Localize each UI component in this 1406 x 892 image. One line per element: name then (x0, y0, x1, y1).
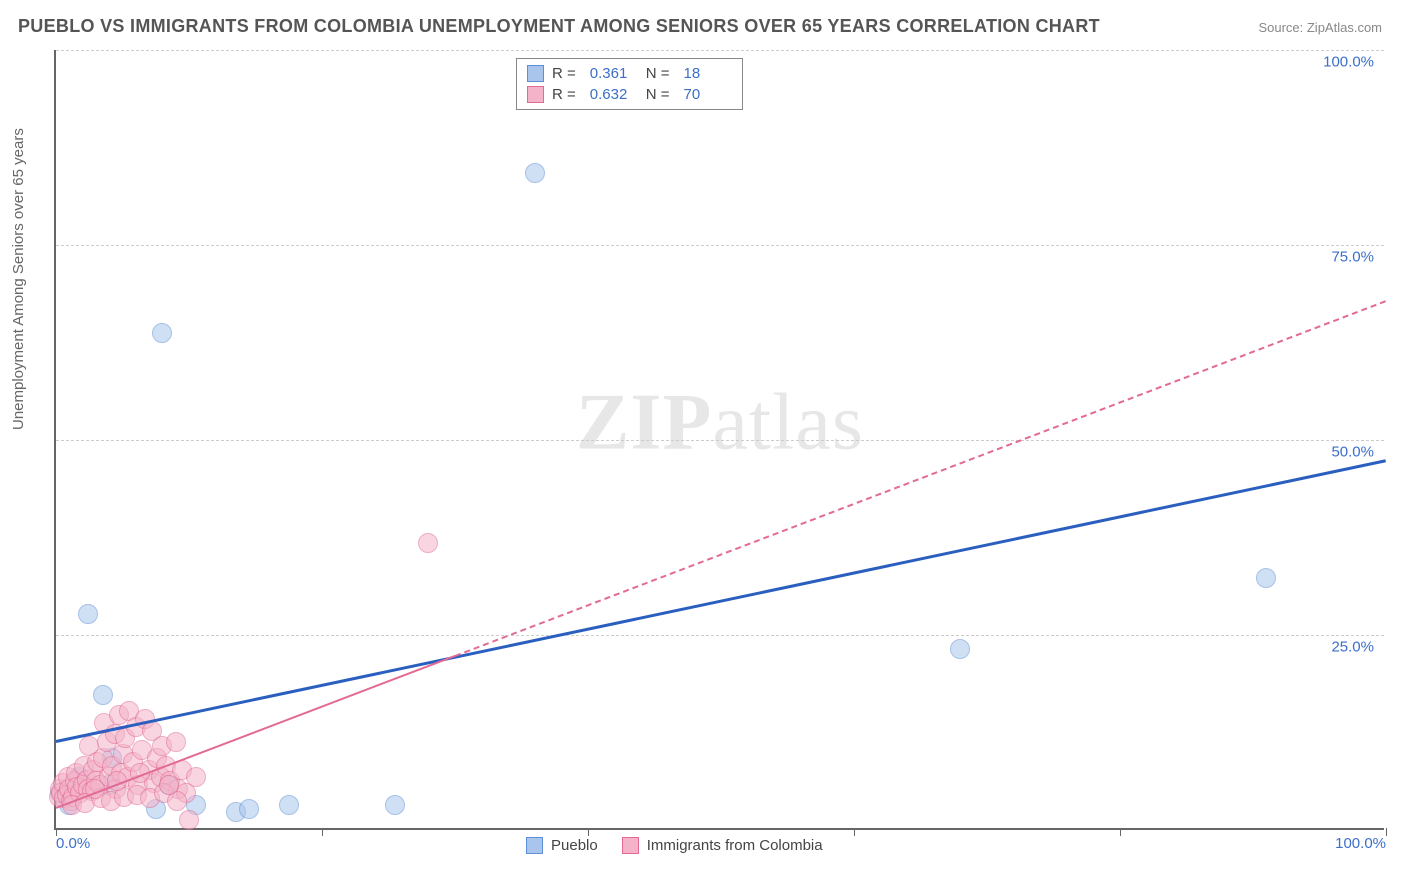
data-point (93, 685, 113, 705)
data-point (385, 795, 405, 815)
gridline (56, 245, 1384, 246)
data-point (78, 604, 98, 624)
swatch-icon (527, 65, 544, 82)
data-point (279, 795, 299, 815)
watermark: ZIPatlas (576, 378, 864, 469)
gridline (56, 440, 1384, 441)
y-tick-label: 100.0% (1323, 54, 1374, 71)
x-tick-label: 0.0% (56, 835, 90, 852)
legend-item: Pueblo (526, 837, 598, 854)
data-point (950, 639, 970, 659)
x-tick (854, 828, 855, 836)
data-point (239, 799, 259, 819)
data-point (179, 810, 199, 830)
gridline (56, 635, 1384, 636)
x-tick (1386, 828, 1387, 836)
y-tick-label: 75.0% (1331, 249, 1374, 266)
y-tick-label: 50.0% (1331, 444, 1374, 461)
correlation-stats-box: R =0.361N =18R =0.632N =70 (516, 58, 743, 110)
trend-line (56, 460, 1387, 744)
y-tick-label: 25.0% (1331, 639, 1374, 656)
stats-row: R =0.361N =18 (527, 63, 732, 84)
swatch-icon (622, 837, 639, 854)
swatch-icon (526, 837, 543, 854)
x-tick (1120, 828, 1121, 836)
legend-item: Immigrants from Colombia (622, 837, 823, 854)
stats-row: R =0.632N =70 (527, 84, 732, 105)
scatter-plot: ZIPatlas R =0.361N =18R =0.632N =70 Pueb… (54, 50, 1384, 830)
trend-line-dashed (455, 300, 1387, 657)
chart-title: PUEBLO VS IMMIGRANTS FROM COLOMBIA UNEMP… (18, 16, 1100, 37)
series-legend: Pueblo Immigrants from Colombia (526, 837, 823, 854)
swatch-icon (527, 86, 544, 103)
data-point (1256, 568, 1276, 588)
data-point (186, 767, 206, 787)
data-point (159, 775, 179, 795)
x-tick (322, 828, 323, 836)
x-tick (588, 828, 589, 836)
y-axis-label: Unemployment Among Seniors over 65 years (10, 128, 27, 430)
data-point (525, 163, 545, 183)
data-point (152, 323, 172, 343)
gridline (56, 50, 1384, 51)
x-tick-label: 100.0% (1335, 835, 1386, 852)
source-label: Source: ZipAtlas.com (1258, 20, 1382, 35)
data-point (166, 732, 186, 752)
data-point (418, 533, 438, 553)
